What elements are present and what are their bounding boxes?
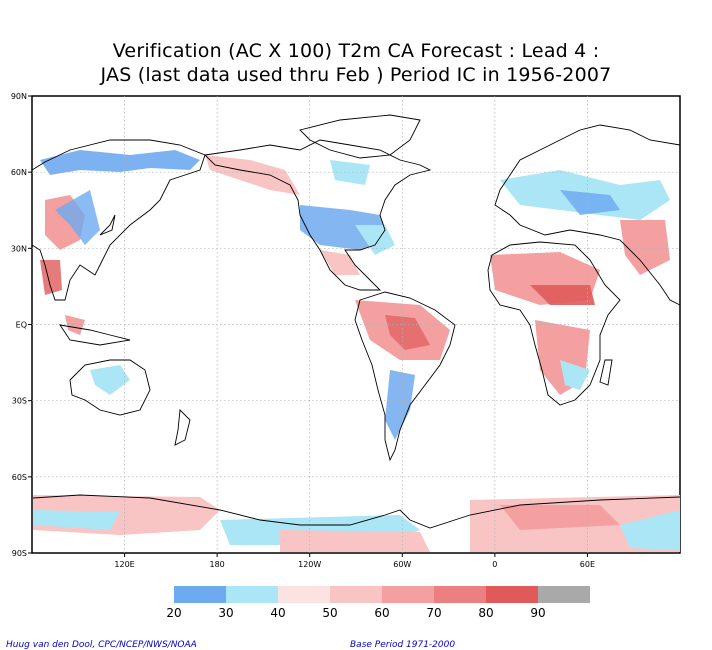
lat-label: 60N [11,168,27,177]
shade-mideast [620,220,670,275]
coast-antarctica [32,494,681,529]
coast-greenland [299,114,421,159]
shade-greenland [330,160,370,185]
lon-label: 60W [393,560,411,569]
latitude-labels: 90N 60N 30N EQ 30S 60S 90S [11,92,32,558]
lat-label: 90N [11,92,27,101]
shade-na-north [205,155,300,195]
colorbar-label: 40 [270,606,285,620]
shade-na-east [355,225,395,255]
coast-australia [69,359,151,416]
shade-africa-core [530,285,595,305]
lon-label: 180 [210,560,225,569]
colorbar-label: 50 [322,606,337,620]
colorbar-box [382,586,434,603]
shade-antarctic-mid-red [280,530,430,552]
colorbar-label: 60 [374,606,389,620]
coastlines [31,114,681,529]
lat-label: 60S [12,473,27,482]
credit-left: Huug van den Dool, CPC/NCEP/NWS/NOAA [6,640,197,650]
colorbar-box [486,586,538,603]
lon-label: 120W [298,560,321,569]
shade-africa-blue [560,360,590,390]
coast-new-zealand [174,409,191,446]
colorbar-box [434,586,486,603]
lat-label: 90S [12,549,27,558]
colorbar-label: 80 [478,606,493,620]
shade-sa-south [385,370,415,440]
coast-madagascar [599,359,613,386]
colorbar-box [174,586,226,603]
colorbar-label: 30 [218,606,233,620]
credit-right: Base Period 1971-2000 [350,640,456,650]
shade-europe-blue [560,190,620,215]
colorbar-box [226,586,278,603]
map-title-line1: Verification (AC X 100) T2m CA Forecast … [112,40,600,62]
lon-label: 0 [492,560,497,569]
coast-japan [99,214,116,236]
colorbar-label: 20 [166,606,181,620]
coast-eurasia-east [31,139,206,301]
lat-label: 30N [11,244,27,253]
shade-se-asia [65,315,85,335]
lon-label: 120E [114,560,134,569]
colorbar: 20 30 40 50 60 70 80 90 [166,586,590,620]
coast-indonesia [59,324,131,346]
lat-label: 30S [12,397,27,406]
coast-north-america [204,139,432,291]
colorbar-box [330,586,382,603]
longitude-labels: 120E 180 120W 60W 0 60E [114,553,595,569]
lon-label: 60E [580,560,595,569]
map-title-line2: JAS (last data used thru Feb ) Period IC… [100,64,612,86]
shade-siberia [40,150,200,175]
shade-antarctic-right-blue [620,510,680,550]
shade-mexico [320,250,360,275]
colorbar-label: 70 [426,606,441,620]
shade-antarctic-right-core [500,505,620,530]
colorbar-box [278,586,330,603]
map-gridlines [32,96,680,553]
shade-sa-red-core [385,315,430,350]
colorbar-label: 90 [530,606,545,620]
coast-eurasia-west [494,124,681,306]
shade-asia-blue [55,190,100,245]
coast-africa [487,241,621,406]
shade-australia [90,365,130,395]
colorbar-box [538,586,590,603]
coast-south-america [354,291,456,462]
shade-antarctic-left-blue [33,510,120,530]
lat-label: EQ [16,321,27,330]
